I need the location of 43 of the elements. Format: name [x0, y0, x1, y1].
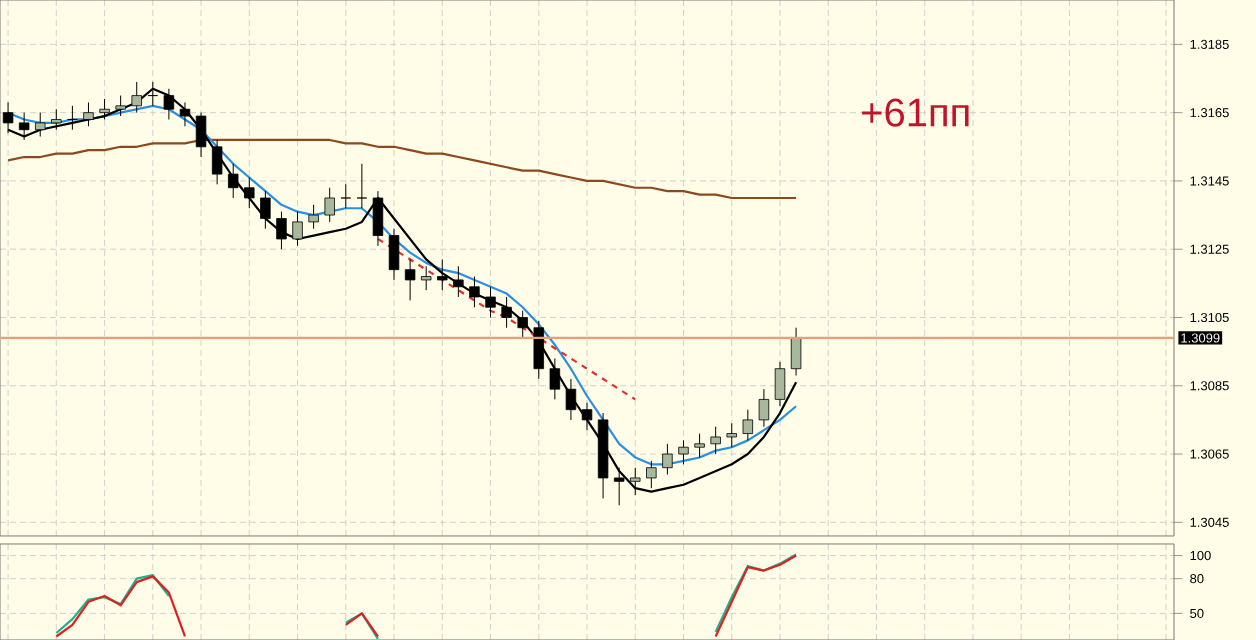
candlestick [179, 101, 191, 127]
candlestick [790, 327, 802, 377]
candlestick [678, 439, 689, 465]
candlestick [340, 183, 352, 209]
candlestick [292, 211, 303, 247]
candlestick [388, 228, 400, 281]
candlestick [227, 163, 239, 199]
candlestick [453, 265, 464, 298]
candlestick [565, 378, 577, 421]
candlestick [51, 108, 62, 131]
candlestick [18, 112, 30, 141]
candlestick [67, 105, 78, 131]
candlestick [501, 296, 512, 329]
candlestick [437, 258, 448, 291]
candlestick [485, 286, 496, 318]
candlestick [195, 112, 207, 158]
candlestick [99, 98, 110, 120]
candlestick [533, 320, 544, 380]
candlestick [115, 95, 126, 117]
candlestick [469, 276, 480, 308]
annotation: +61пп [862, 98, 969, 127]
candlestick [517, 310, 528, 339]
candlestick [774, 361, 786, 407]
candlestick [244, 177, 255, 209]
candlestick [276, 211, 287, 250]
candlestick [356, 163, 368, 209]
candlestick [549, 357, 561, 400]
candlestick [324, 187, 335, 223]
candlestick [372, 190, 384, 247]
candlestick [35, 112, 46, 138]
candlestick [404, 258, 416, 301]
candlestick [211, 139, 223, 185]
candlestick [710, 426, 721, 455]
candlestick [758, 388, 770, 428]
candlestick [308, 204, 319, 230]
candlestick [694, 433, 705, 458]
candlestick [581, 402, 593, 431]
candlestick [260, 190, 271, 230]
candlestick [726, 422, 737, 448]
candlestick [420, 265, 432, 291]
candlestick [662, 443, 673, 476]
candlestick [83, 101, 94, 127]
candlestick [742, 409, 754, 441]
